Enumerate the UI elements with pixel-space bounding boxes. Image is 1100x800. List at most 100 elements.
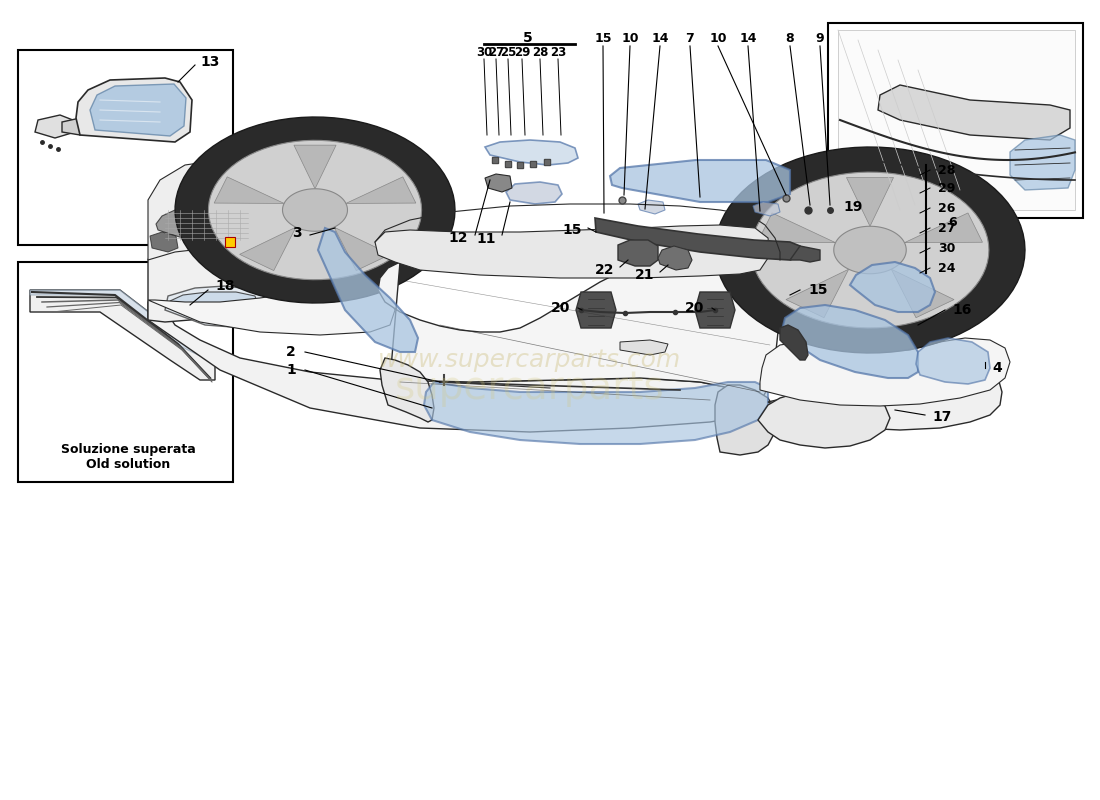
Text: 15: 15 [808, 283, 827, 297]
Polygon shape [878, 85, 1070, 140]
Text: 24: 24 [938, 262, 956, 274]
Text: 3: 3 [293, 226, 303, 240]
Text: 11: 11 [476, 232, 496, 246]
Text: 29: 29 [938, 182, 956, 194]
Text: 6: 6 [948, 215, 957, 229]
Polygon shape [485, 174, 512, 192]
Polygon shape [175, 117, 455, 303]
Text: 14: 14 [739, 31, 757, 45]
Text: 23: 23 [550, 46, 566, 58]
Text: 9: 9 [816, 31, 824, 45]
Text: 22: 22 [594, 263, 614, 277]
Polygon shape [850, 262, 935, 312]
Polygon shape [209, 140, 421, 280]
Polygon shape [786, 270, 849, 318]
Polygon shape [30, 290, 214, 360]
Polygon shape [595, 218, 800, 260]
Polygon shape [148, 288, 395, 335]
Polygon shape [294, 145, 337, 189]
Text: 29: 29 [514, 46, 530, 58]
Text: 18: 18 [214, 279, 234, 293]
Polygon shape [916, 338, 990, 384]
Polygon shape [90, 84, 186, 136]
Polygon shape [891, 270, 954, 318]
Polygon shape [170, 292, 258, 319]
Text: 10: 10 [710, 31, 727, 45]
Polygon shape [485, 140, 578, 165]
Text: 8: 8 [785, 31, 794, 45]
Text: www.supercarparts.com: www.supercarparts.com [378, 348, 682, 372]
Polygon shape [62, 118, 95, 135]
Text: 30: 30 [476, 46, 492, 58]
Polygon shape [838, 30, 1075, 210]
Polygon shape [378, 262, 778, 402]
Polygon shape [375, 225, 770, 278]
Polygon shape [424, 382, 768, 444]
Polygon shape [30, 290, 214, 380]
Bar [18, 262, 233, 482]
Bar [18, 50, 233, 245]
Polygon shape [758, 390, 890, 448]
Text: 14: 14 [651, 31, 669, 45]
Polygon shape [506, 182, 562, 204]
Text: 5: 5 [524, 31, 532, 45]
Text: 17: 17 [932, 410, 952, 424]
Bar [828, 23, 1084, 218]
Text: 10: 10 [621, 31, 639, 45]
Text: 13: 13 [200, 55, 219, 69]
Text: 12: 12 [449, 231, 468, 245]
Text: 7: 7 [685, 31, 694, 45]
Polygon shape [150, 232, 178, 252]
Text: 30: 30 [938, 242, 956, 254]
Text: 26: 26 [938, 202, 956, 214]
Text: 21: 21 [635, 268, 654, 282]
Text: 27: 27 [488, 46, 504, 58]
Text: supercarparts: supercarparts [395, 369, 664, 407]
Polygon shape [618, 240, 658, 266]
Text: 28: 28 [938, 163, 956, 177]
Polygon shape [187, 200, 443, 295]
Polygon shape [658, 246, 692, 270]
Text: 25: 25 [499, 46, 516, 58]
Polygon shape [751, 172, 989, 328]
Polygon shape [715, 385, 775, 455]
Text: Soluzione superata: Soluzione superata [60, 443, 196, 457]
Text: 20: 20 [551, 301, 570, 315]
Polygon shape [148, 160, 312, 260]
Text: 15: 15 [594, 31, 612, 45]
Polygon shape [214, 177, 284, 203]
Polygon shape [76, 78, 192, 142]
Polygon shape [834, 226, 906, 274]
Polygon shape [754, 202, 780, 216]
Polygon shape [148, 300, 760, 432]
Polygon shape [165, 286, 278, 328]
Text: 16: 16 [952, 303, 971, 317]
Polygon shape [780, 325, 808, 360]
Polygon shape [334, 227, 390, 270]
Text: 2: 2 [286, 345, 296, 359]
Text: 27: 27 [938, 222, 956, 234]
Polygon shape [610, 160, 790, 202]
Polygon shape [318, 228, 418, 352]
Polygon shape [1010, 135, 1075, 190]
Polygon shape [576, 292, 616, 328]
Text: Old solution: Old solution [86, 458, 170, 471]
Text: 19: 19 [843, 200, 862, 214]
Text: 1: 1 [286, 363, 296, 377]
Text: 4: 4 [992, 361, 1002, 375]
Text: 28: 28 [531, 46, 548, 58]
Polygon shape [790, 246, 820, 262]
Polygon shape [760, 338, 1010, 406]
Polygon shape [904, 213, 982, 242]
Text: 15: 15 [562, 223, 582, 237]
Text: 20: 20 [684, 301, 704, 315]
Polygon shape [379, 358, 434, 422]
Polygon shape [156, 208, 255, 242]
Polygon shape [35, 115, 78, 138]
Polygon shape [345, 177, 416, 203]
Polygon shape [638, 200, 666, 214]
Polygon shape [620, 340, 668, 355]
Polygon shape [240, 227, 296, 270]
Polygon shape [782, 305, 918, 378]
Polygon shape [283, 189, 348, 231]
